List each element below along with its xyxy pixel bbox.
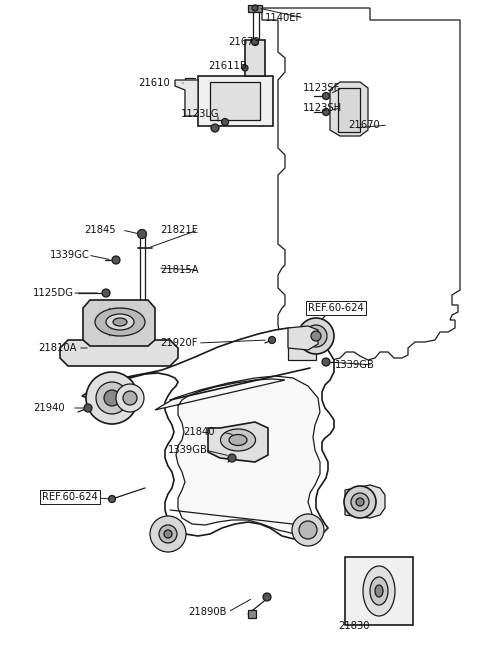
Circle shape (252, 39, 259, 45)
Circle shape (292, 514, 324, 546)
Text: REF.60-624: REF.60-624 (308, 303, 364, 313)
Circle shape (356, 498, 364, 506)
Text: 1123SH: 1123SH (303, 103, 342, 113)
Bar (198, 76, 273, 126)
Text: 21810A: 21810A (38, 343, 76, 353)
Circle shape (228, 454, 236, 462)
Ellipse shape (220, 429, 255, 451)
Ellipse shape (375, 585, 383, 597)
Bar (245, 40, 265, 76)
Text: 1339GC: 1339GC (50, 250, 90, 260)
Text: 1339GB: 1339GB (168, 445, 208, 455)
Circle shape (252, 5, 258, 11)
Ellipse shape (106, 314, 134, 330)
Ellipse shape (370, 577, 388, 605)
Text: 21920F: 21920F (160, 338, 197, 348)
Text: 21821E: 21821E (160, 225, 198, 235)
Circle shape (104, 390, 120, 406)
Bar (248, 610, 256, 618)
Circle shape (305, 325, 327, 347)
Circle shape (164, 530, 172, 538)
Text: 1123SF: 1123SF (303, 83, 340, 93)
Circle shape (102, 289, 110, 297)
Polygon shape (345, 485, 385, 518)
Text: 21845: 21845 (84, 225, 116, 235)
Circle shape (344, 486, 376, 518)
Circle shape (327, 306, 333, 312)
Circle shape (116, 384, 144, 412)
Circle shape (323, 92, 329, 100)
Circle shape (86, 372, 138, 424)
Text: 1123LG: 1123LG (181, 109, 220, 119)
Text: 1125DG: 1125DG (33, 288, 74, 298)
Polygon shape (83, 300, 155, 346)
Polygon shape (155, 376, 320, 534)
Circle shape (84, 404, 92, 412)
Text: 21940: 21940 (33, 403, 65, 413)
Ellipse shape (229, 434, 247, 445)
Polygon shape (208, 422, 268, 462)
Circle shape (299, 521, 317, 539)
Circle shape (221, 119, 228, 126)
Circle shape (268, 337, 276, 343)
Bar (338, 88, 360, 132)
Circle shape (298, 318, 334, 354)
Circle shape (112, 256, 120, 264)
Text: 21611B: 21611B (208, 61, 247, 71)
Circle shape (137, 229, 146, 238)
Polygon shape (262, 8, 460, 360)
Circle shape (242, 65, 248, 71)
Circle shape (263, 593, 271, 601)
Circle shape (323, 109, 329, 115)
Circle shape (150, 516, 186, 552)
Text: 21610: 21610 (138, 78, 170, 88)
Circle shape (123, 391, 137, 405)
Bar (288, 328, 316, 360)
Polygon shape (330, 82, 368, 136)
Bar (210, 82, 260, 120)
Text: 1339GB: 1339GB (335, 360, 375, 370)
Text: REF.60-624: REF.60-624 (42, 492, 98, 502)
Ellipse shape (95, 308, 145, 336)
Polygon shape (82, 328, 334, 540)
Bar (345, 557, 413, 625)
Circle shape (322, 358, 330, 366)
Text: 21815A: 21815A (160, 265, 199, 275)
Bar (248, 5, 262, 12)
Text: 21840: 21840 (183, 427, 215, 437)
Text: 21670: 21670 (348, 120, 380, 130)
Polygon shape (175, 80, 198, 116)
Circle shape (96, 382, 128, 414)
Text: 21830: 21830 (338, 621, 370, 631)
Polygon shape (288, 326, 318, 350)
Circle shape (351, 493, 369, 511)
Text: 21673: 21673 (228, 37, 260, 47)
Circle shape (108, 495, 116, 502)
Circle shape (159, 525, 177, 543)
Polygon shape (60, 340, 178, 366)
Ellipse shape (363, 566, 395, 616)
Circle shape (311, 331, 321, 341)
Text: 21890B: 21890B (188, 607, 227, 617)
Circle shape (211, 124, 219, 132)
Text: 1140EF: 1140EF (265, 13, 302, 23)
Ellipse shape (113, 318, 127, 326)
